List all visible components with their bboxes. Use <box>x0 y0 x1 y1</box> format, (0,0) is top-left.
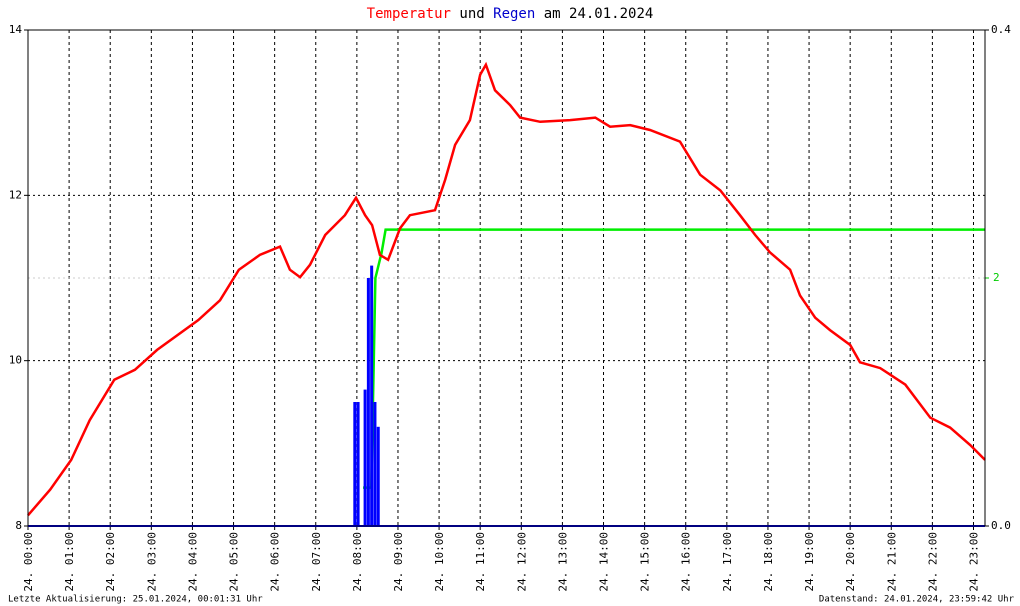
x-tick-label: 24. 06:00 <box>269 532 282 592</box>
x-tick-label: 24. 05:00 <box>228 532 241 592</box>
bar <box>366 278 370 526</box>
x-tick-label: 24. 00:00 <box>22 532 35 592</box>
x-tick-label: 24. 14:00 <box>598 532 611 592</box>
x-tick-label: 24. 12:00 <box>515 532 528 592</box>
title-part: am 24.01.2024 <box>544 6 654 22</box>
x-tick-label: 24. 11:00 <box>474 532 487 592</box>
y-tick-label: 8 <box>15 519 22 532</box>
y-tick-label: 14 <box>9 23 23 36</box>
y-tick-label: 10 <box>9 354 22 367</box>
x-tick-label: 24. 07:00 <box>310 532 323 592</box>
x-tick-label: 24. 16:00 <box>680 532 693 592</box>
footer-right: Datenstand: 24.01.2024, 23:59:42 Uhr <box>819 595 1015 605</box>
series-line <box>27 61 986 517</box>
bar <box>356 402 360 526</box>
y-tick-label: 12 <box>9 188 22 201</box>
series-line <box>363 228 985 489</box>
y2-tick-label: 0.4 <box>991 23 1011 36</box>
x-tick-label: 24. 03:00 <box>145 532 158 592</box>
title-part: Regen <box>493 6 535 22</box>
x-tick-label: 24. 18:00 <box>762 532 775 592</box>
x-tick-label: 24. 19:00 <box>803 532 816 592</box>
x-tick-label: 24. 08:00 <box>351 532 364 592</box>
x-tick-label: 24. 22:00 <box>926 532 939 592</box>
y2-tick-label: 0.0 <box>991 519 1011 532</box>
x-tick-label: 24. 04:00 <box>186 532 199 592</box>
plot-border <box>27 29 986 527</box>
x-tick-label: 24. 17:00 <box>721 532 734 592</box>
x-tick-label: 24. 13:00 <box>556 532 569 592</box>
title-part: Temperatur <box>367 6 451 22</box>
x-tick-label: 24. 01:00 <box>63 532 76 592</box>
x-tick-label: 24. 23:00 <box>967 532 980 592</box>
chart-title: Temperatur und Regen am 24.01.2024 <box>367 6 654 22</box>
title-part: und <box>459 6 484 22</box>
x-tick-label: 24. 15:00 <box>639 532 652 592</box>
bar <box>373 402 377 526</box>
footer-left: Letzte Aktualisierung: 25.01.2024, 00:01… <box>8 595 263 605</box>
x-tick-label: 24. 21:00 <box>885 532 898 592</box>
x-tick-label: 24. 09:00 <box>392 532 405 592</box>
bar <box>376 426 380 526</box>
x-tick-label: 24. 20:00 <box>844 532 857 592</box>
x-tick-label: 24. 10:00 <box>433 532 446 592</box>
y3-tick-label: 2 <box>993 271 1000 284</box>
bar <box>370 265 374 526</box>
bar <box>363 389 367 526</box>
x-tick-label: 24. 02:00 <box>104 532 117 592</box>
bar <box>353 402 357 526</box>
